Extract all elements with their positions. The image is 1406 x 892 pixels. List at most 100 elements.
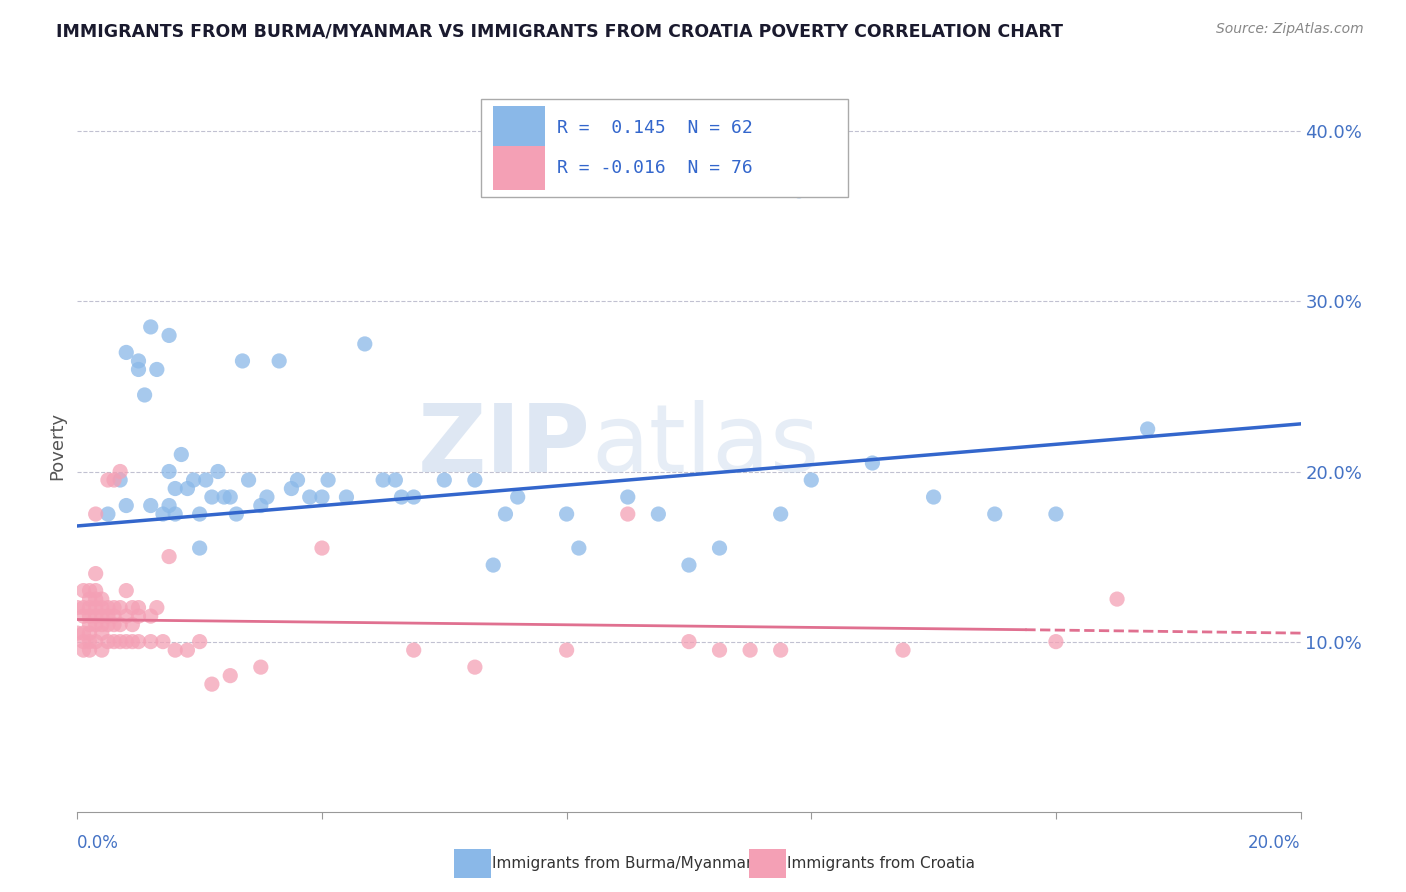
FancyBboxPatch shape (494, 106, 544, 149)
Point (115, 609, 138, 624)
Point (108, 634, 131, 648)
Point (84, 634, 107, 648)
Point (769, 643, 792, 657)
Point (103, 473, 125, 487)
Point (157, 465, 180, 479)
Point (127, 634, 149, 648)
Point (103, 634, 125, 648)
Point (108, 617, 131, 632)
Point (90, 600, 112, 615)
Point (90, 626, 112, 640)
Point (134, 388, 156, 402)
Point (84, 600, 107, 615)
Point (176, 482, 198, 496)
FancyBboxPatch shape (481, 99, 848, 197)
Point (66, 600, 89, 615)
Point (188, 541, 211, 555)
Point (433, 473, 456, 487)
Point (238, 473, 260, 487)
Point (1136, 422, 1159, 436)
Point (482, 558, 505, 572)
Point (79, 643, 101, 657)
Point (194, 473, 217, 487)
Point (201, 677, 224, 691)
Point (121, 634, 143, 648)
Point (127, 362, 149, 376)
Point (555, 507, 578, 521)
Point (555, 643, 578, 657)
Point (165, 643, 187, 657)
Point (188, 634, 211, 648)
Point (371, 473, 394, 487)
Point (183, 473, 205, 487)
Point (1107, 592, 1129, 607)
Point (709, 541, 731, 555)
Point (568, 541, 591, 555)
Point (219, 490, 242, 504)
Point (84, 507, 107, 521)
Point (250, 660, 273, 674)
Point (97, 600, 120, 615)
Point (66, 626, 89, 640)
Point (115, 634, 138, 648)
Point (709, 643, 731, 657)
Point (231, 354, 253, 368)
Point (316, 473, 339, 487)
Point (617, 490, 640, 504)
Text: Immigrants from Burma/Myanmar: Immigrants from Burma/Myanmar (492, 856, 752, 871)
Point (79, 583, 101, 598)
Point (311, 541, 333, 555)
Point (647, 507, 669, 521)
Point (800, 473, 823, 487)
Text: IMMIGRANTS FROM BURMA/MYANMAR VS IMMIGRANTS FROM CROATIA POVERTY CORRELATION CHA: IMMIGRANTS FROM BURMA/MYANMAR VS IMMIGRA… (56, 22, 1063, 40)
Point (103, 600, 125, 615)
Point (188, 507, 211, 521)
Point (269, 354, 291, 368)
Point (201, 490, 224, 504)
Text: Immigrants from Croatia: Immigrants from Croatia (787, 856, 976, 871)
Point (391, 490, 413, 504)
Point (152, 507, 174, 521)
Point (84, 609, 107, 624)
Point (402, 643, 425, 657)
Point (984, 507, 1007, 521)
Text: 20.0%: 20.0% (1249, 834, 1301, 852)
Point (787, 184, 810, 198)
Text: Source: ZipAtlas.com: Source: ZipAtlas.com (1216, 22, 1364, 37)
Point (108, 465, 131, 479)
Point (79, 634, 101, 648)
Point (72, 634, 94, 648)
Point (678, 634, 700, 648)
Point (72, 626, 94, 640)
Point (384, 473, 406, 487)
Point (170, 448, 193, 462)
Point (97, 634, 120, 648)
Point (891, 643, 914, 657)
Point (1045, 634, 1067, 648)
Point (176, 643, 198, 657)
Point (97, 617, 120, 632)
Point (121, 617, 143, 632)
Text: R = -0.016  N = 76: R = -0.016 N = 76 (557, 159, 752, 177)
Point (280, 482, 302, 496)
Point (84, 566, 107, 581)
Point (207, 465, 229, 479)
Point (84, 592, 107, 607)
Point (157, 499, 180, 513)
Text: atlas: atlas (591, 400, 820, 492)
Point (127, 600, 149, 615)
Point (90, 617, 112, 632)
Point (464, 660, 486, 674)
Point (121, 600, 143, 615)
Y-axis label: Poverty: Poverty (48, 412, 66, 480)
Point (139, 609, 162, 624)
Point (79, 592, 101, 607)
Point (127, 354, 149, 368)
Point (84, 617, 107, 632)
Point (157, 549, 180, 564)
Point (256, 490, 278, 504)
Point (97, 609, 120, 624)
Point (90, 609, 112, 624)
Point (495, 507, 517, 521)
Point (506, 490, 529, 504)
